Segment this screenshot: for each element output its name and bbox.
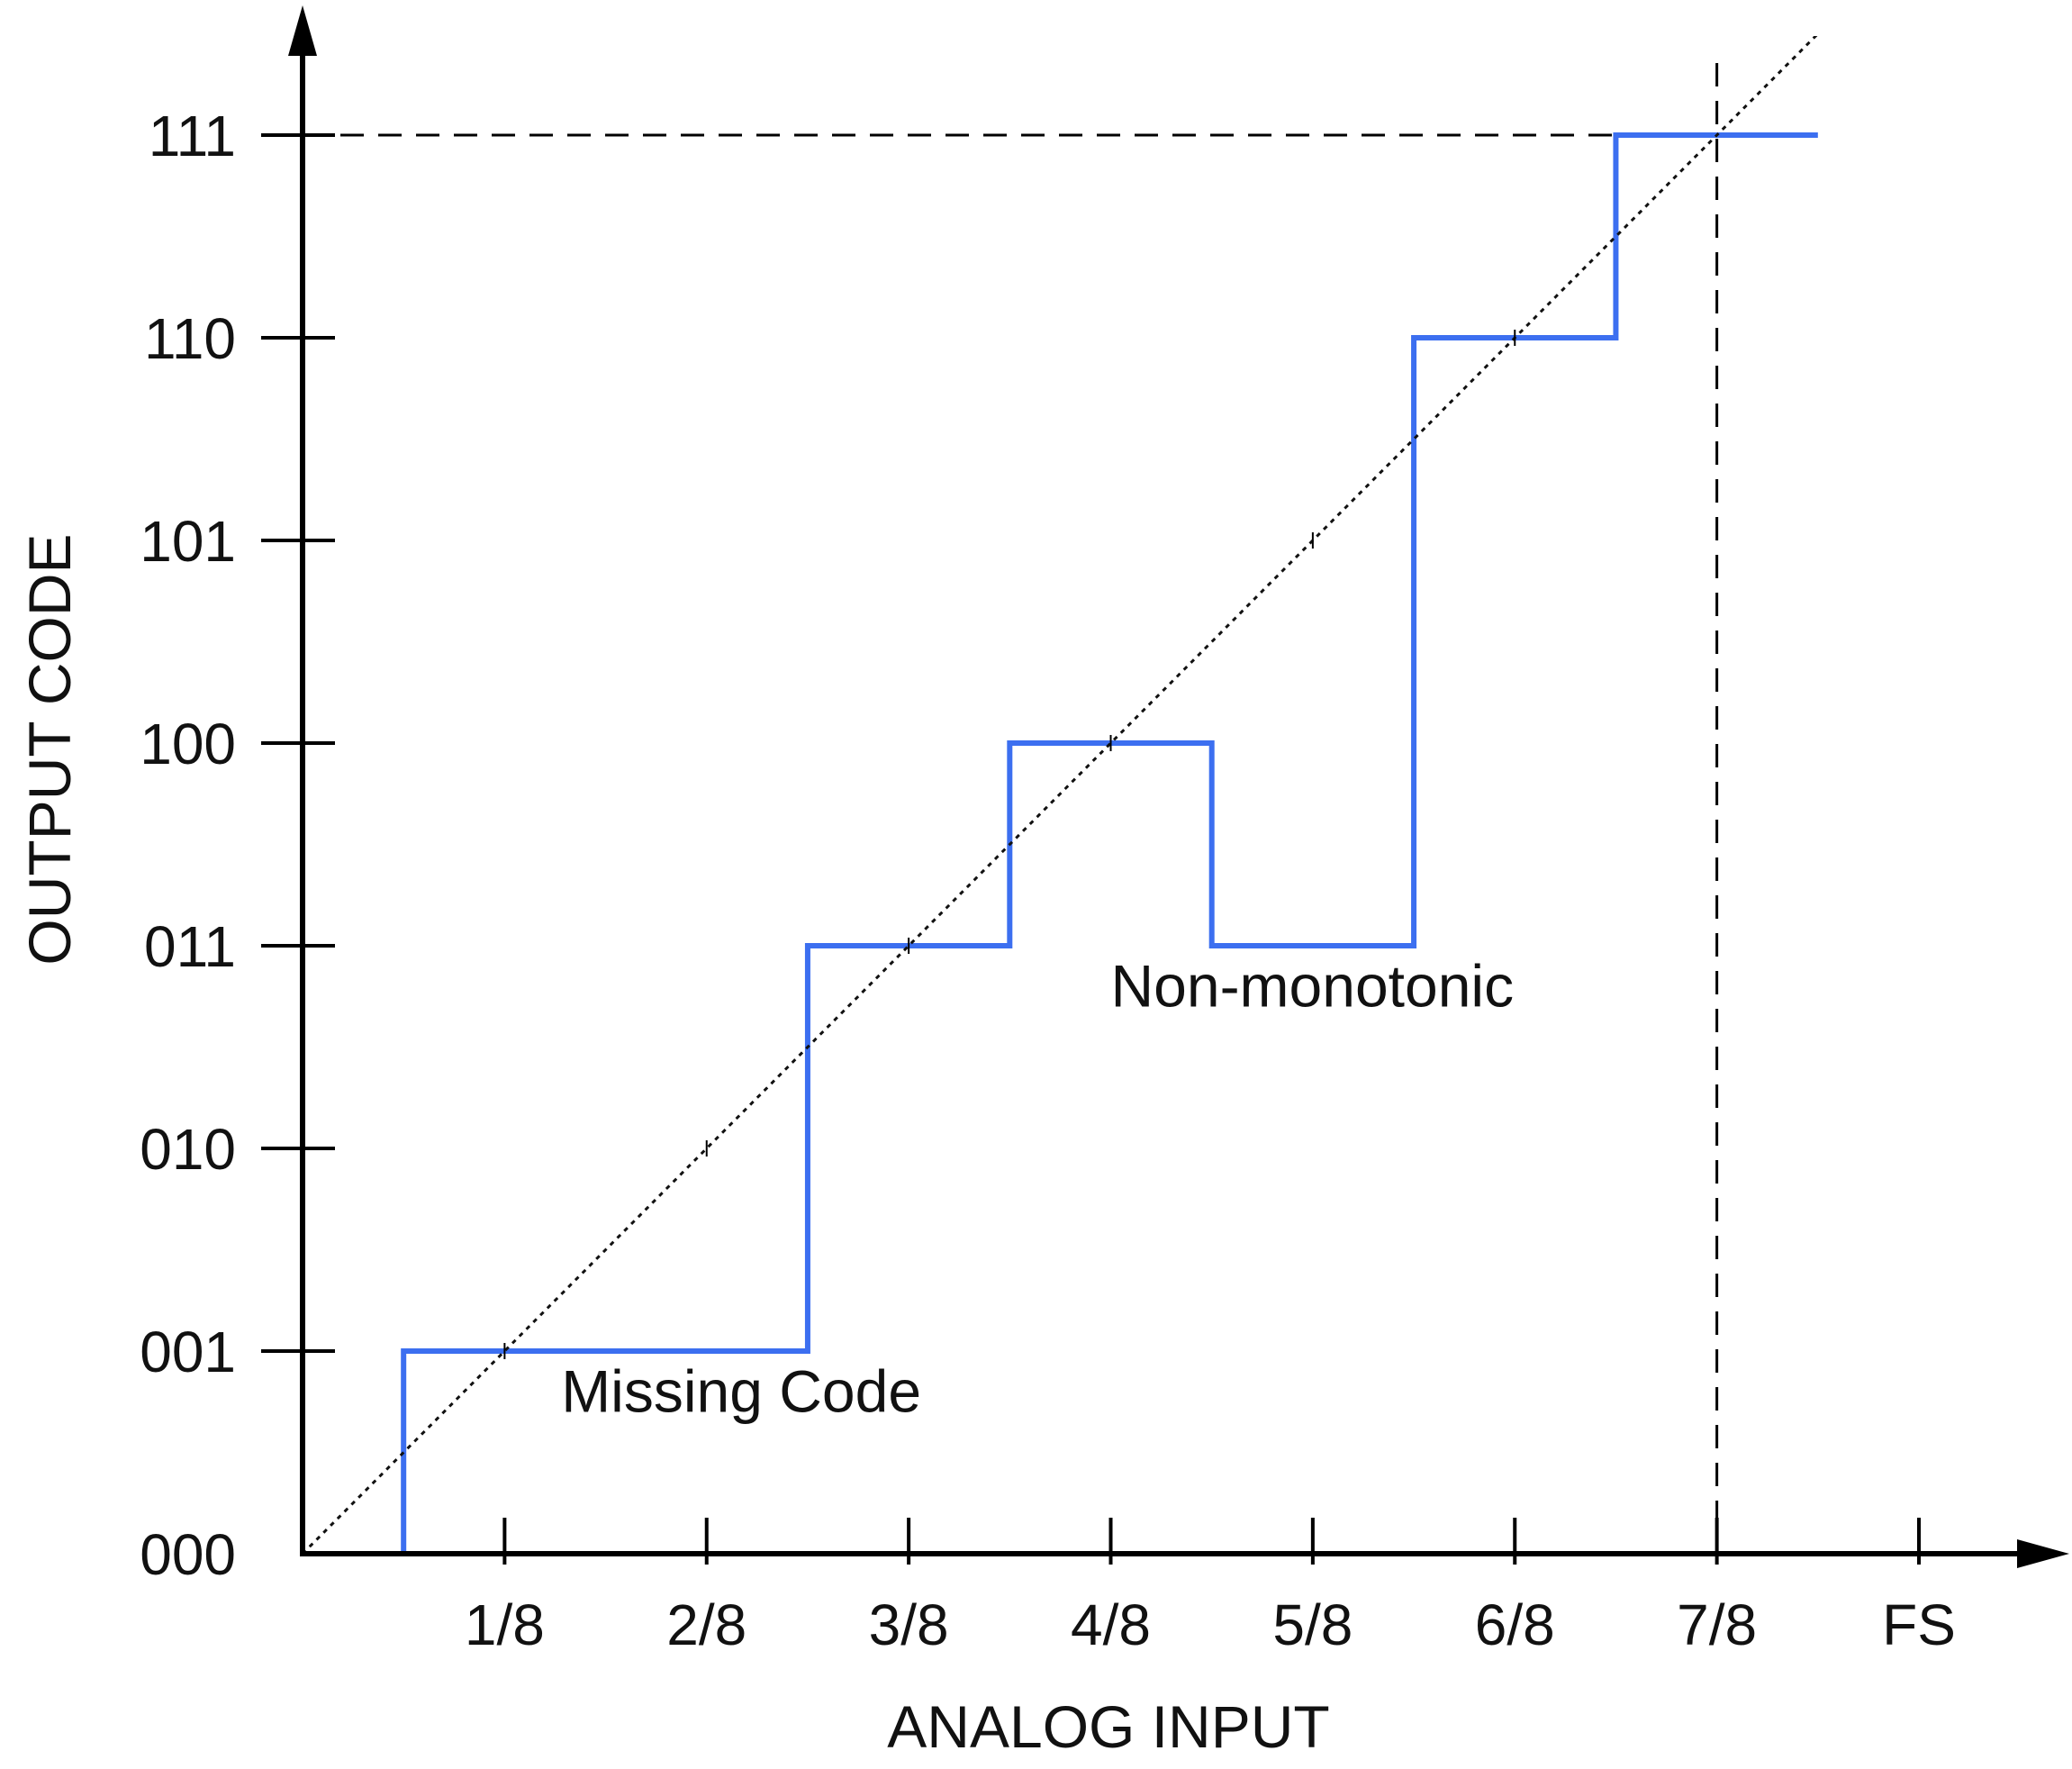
annotation-missing-code: Missing Code — [561, 1358, 921, 1425]
x-tick-label: 6/8 — [1475, 1592, 1555, 1657]
y-tick-label: 011 — [144, 914, 236, 979]
x-tick-label: 1/8 — [465, 1592, 545, 1657]
transfer-function-step-line — [303, 132, 1818, 1556]
x-axis-arrow — [2017, 1539, 2069, 1568]
x-tick-label: FS — [1882, 1592, 1956, 1657]
reference-lines — [303, 63, 1719, 1554]
axes — [288, 5, 2069, 1568]
y-axis-arrow — [288, 5, 317, 56]
y-axis-title: OUTPUT CODE — [16, 533, 83, 965]
x-tick-label: 3/8 — [869, 1592, 949, 1657]
x-tick-label: 4/8 — [1071, 1592, 1151, 1657]
x-tick-label: 5/8 — [1272, 1592, 1353, 1657]
annotation-non-monotonic: Non-monotonic — [1111, 953, 1515, 1020]
y-tick-label: 100 — [140, 712, 236, 776]
series-layer — [303, 36, 1818, 1556]
x-tick-label: 2/8 — [666, 1592, 746, 1657]
y-tick-label: 111 — [149, 104, 236, 168]
ticks — [261, 133, 1921, 1565]
ideal-transfer-line — [303, 36, 1818, 1556]
y-tick-label: 110 — [144, 306, 236, 371]
x-tick-label: 7/8 — [1677, 1592, 1757, 1657]
x-axis-title: ANALOG INPUT — [887, 1693, 1329, 1760]
y-tick-label: 000 — [140, 1522, 236, 1587]
y-tick-label: 010 — [140, 1117, 236, 1182]
y-tick-label: 101 — [140, 509, 236, 574]
y-tick-label: 001 — [140, 1320, 236, 1384]
labels: ANALOG INPUT OUTPUT CODE 1/8 2/8 3/8 4/8 5/8… — [16, 104, 1956, 1760]
